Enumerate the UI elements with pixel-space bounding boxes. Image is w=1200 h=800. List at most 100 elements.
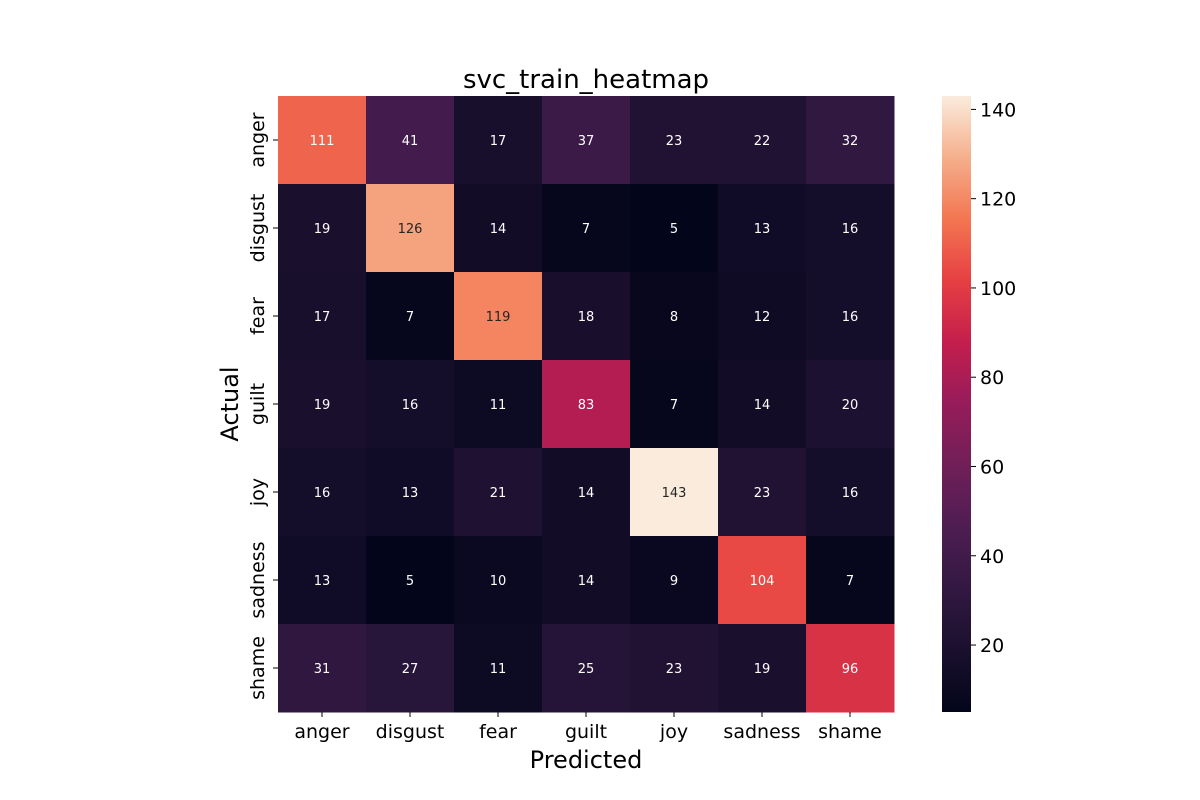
heatmap-cell [630,272,719,361]
cell-value-label: 41 [402,134,419,149]
heatmap-cell [366,272,455,361]
x-tick-label: fear [479,721,517,743]
heatmap-cell [630,536,719,625]
x-axis-label: Predicted [530,746,643,774]
cell-value-label: 11 [490,662,507,677]
cell-value-label: 14 [578,574,595,589]
heatmap-cell [542,448,631,537]
heatmap-cell [278,536,367,625]
cell-value-label: 11 [490,398,507,413]
heatmap-cell [806,360,895,449]
cell-value-label: 23 [666,134,683,149]
colorbar [942,96,971,712]
cell-value-label: 17 [314,310,331,325]
cell-value-label: 13 [402,486,419,501]
cell-value-label: 10 [490,574,507,589]
heatmap-cell [630,96,719,185]
cell-value-label: 18 [578,310,595,325]
heatmap-cell [542,624,631,713]
heatmap-cell [454,624,543,713]
heatmap-cell [366,536,455,625]
colorbar-tick-label: 60 [980,456,1004,478]
cell-value-label: 7 [406,310,414,325]
heatmap-cell [454,448,543,537]
heatmap-cell [278,96,367,185]
heatmap-cell [718,360,807,449]
cell-value-label: 19 [314,398,331,413]
cell-value-label: 143 [662,486,687,501]
heatmap-cell [806,536,895,625]
cell-value-label: 83 [578,398,595,413]
heatmap-cell [718,624,807,713]
y-tick-label: disgust [247,194,269,263]
cell-value-label: 19 [314,222,331,237]
cell-value-label: 5 [406,574,414,589]
heatmap-cell [630,184,719,273]
heatmap-cell [718,272,807,361]
y-axis-label: Actual [216,366,244,441]
cell-value-label: 13 [754,222,771,237]
heatmap-cell [630,448,719,537]
heatmap-cell [718,96,807,185]
cell-value-label: 14 [490,222,507,237]
cell-value-label: 14 [578,486,595,501]
heatmap-cell [454,184,543,273]
cell-value-label: 5 [670,222,678,237]
heatmap-cell [366,96,455,185]
x-axis-ticks: anger disgust fear guilt joy sadness shame [294,712,882,743]
cell-value-label: 13 [314,574,331,589]
heatmap-cell [806,448,895,537]
cell-value-label: 16 [842,310,859,325]
colorbar-tick-label: 20 [980,635,1004,657]
heatmap-cell [718,184,807,273]
cell-value-label: 96 [842,662,859,677]
x-tick-label: disgust [376,721,445,743]
cell-value-label: 7 [582,222,590,237]
cell-value-label: 16 [842,486,859,501]
heatmap-cell [278,272,367,361]
cell-value-label: 17 [490,134,507,149]
heatmap-cell [454,360,543,449]
y-axis-ticks: anger disgust fear guilt joy sadness shame [247,112,278,700]
cell-value-label: 27 [402,662,419,677]
heatmap-cell [630,624,719,713]
x-tick-label: anger [294,721,349,743]
colorbar-tick-label: 40 [980,546,1004,568]
cell-value-label: 32 [842,134,859,149]
heatmap-cell [454,96,543,185]
y-tick-label: fear [247,297,269,335]
cell-value-label: 37 [578,134,595,149]
colorbar-ticks: 20 40 60 80 100 120 140 [971,99,1016,657]
colorbar-tick-label: 100 [980,278,1016,300]
cell-value-label: 7 [670,398,678,413]
heatmap-cell [366,184,455,273]
y-tick-label: sadness [247,541,269,618]
cell-value-label: 23 [666,662,683,677]
cell-value-label: 14 [754,398,771,413]
heatmap-cell [806,624,895,713]
colorbar-tick-label: 120 [980,189,1016,211]
x-tick-label: shame [818,721,882,743]
heatmap-cell [542,184,631,273]
y-tick-label: guilt [247,383,269,425]
heatmap-cell [278,360,367,449]
cell-value-label: 21 [490,486,507,501]
cell-value-label: 9 [670,574,678,589]
cell-value-label: 22 [754,134,771,149]
colorbar-tick-label: 80 [980,367,1004,389]
heatmap-cell [278,184,367,273]
heatmap-cell [542,536,631,625]
y-tick-label: shame [247,636,269,700]
cell-value-label: 8 [670,310,678,325]
heatmap-cell [454,272,543,361]
heatmap-cell [542,360,631,449]
cell-value-label: 16 [842,222,859,237]
heatmap-cell [806,96,895,185]
heatmap-cell [542,96,631,185]
y-tick-label: joy [247,478,269,507]
cell-value-label: 16 [402,398,419,413]
heatmap-cell [278,624,367,713]
heatmap-cell [630,360,719,449]
